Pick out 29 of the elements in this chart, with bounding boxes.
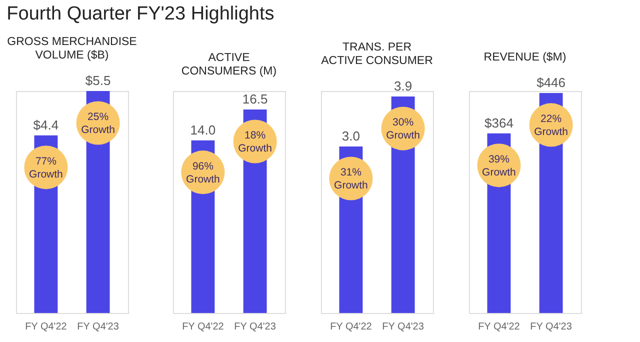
data-label: $5.5 bbox=[85, 73, 111, 88]
chart-title: Fourth Quarter FY'23 Highlights bbox=[6, 4, 274, 24]
data-label: 16.5 bbox=[242, 92, 268, 106]
chart-subtitle: REVENUE ($M) bbox=[484, 51, 566, 64]
chart-subtitle: GROSS MERCHANDISE VOLUME ($B) bbox=[7, 36, 138, 62]
annotation: 39% Growth bbox=[482, 153, 516, 178]
annotation: 96% Growth bbox=[186, 160, 220, 186]
chart-subtitle: ACTIVE CONSUMERS (M) bbox=[181, 52, 277, 78]
data-label: 3.9 bbox=[394, 78, 412, 94]
data-label: $4.4 bbox=[33, 117, 59, 132]
x-tick-label: FY Q4'23 bbox=[77, 322, 120, 332]
annotation: 31% Growth bbox=[334, 166, 368, 192]
data-label: 14.0 bbox=[190, 122, 216, 138]
annotation: 22% Growth bbox=[534, 112, 568, 138]
x-tick-label: FY Q4'23 bbox=[382, 322, 424, 332]
annotation: 30% Growth bbox=[386, 116, 420, 142]
data-label: $446 bbox=[536, 74, 566, 90]
annotation: 25% Growth bbox=[81, 111, 116, 136]
annotation: 77% Growth bbox=[29, 155, 64, 180]
chart-subtitle: TRANS. PER ACTIVE CONSUMER bbox=[321, 42, 433, 68]
annotation: 18% Growth bbox=[238, 130, 272, 154]
data-label: 3.0 bbox=[342, 128, 360, 144]
x-tick-label: FY Q4'22 bbox=[182, 322, 224, 332]
x-tick-label: FY Q4'22 bbox=[478, 322, 520, 332]
x-tick-label: FY Q4'23 bbox=[530, 322, 572, 332]
x-tick-label: FY Q4'22 bbox=[330, 322, 372, 332]
x-tick-label: FY Q4'22 bbox=[25, 322, 68, 332]
data-label: $364 bbox=[484, 115, 514, 130]
x-tick-label: FY Q4'23 bbox=[234, 322, 276, 332]
